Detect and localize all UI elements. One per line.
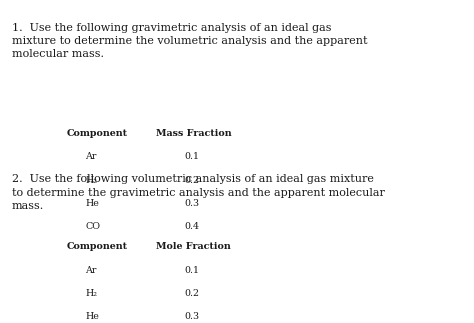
- Text: 0.2: 0.2: [185, 289, 200, 298]
- Text: 0.2: 0.2: [185, 176, 200, 185]
- Text: 2.  Use the following volumetric analysis of an ideal gas mixture
to determine t: 2. Use the following volumetric analysis…: [12, 174, 385, 211]
- Text: Component: Component: [66, 242, 128, 251]
- Text: 0.3: 0.3: [185, 312, 200, 321]
- Text: Ar: Ar: [85, 266, 97, 275]
- Text: Mass Fraction: Mass Fraction: [156, 129, 232, 138]
- Text: 0.3: 0.3: [185, 199, 200, 208]
- Text: Mole Fraction: Mole Fraction: [156, 242, 231, 251]
- Text: Component: Component: [66, 129, 128, 138]
- Text: H₂: H₂: [85, 289, 97, 298]
- Text: 0.1: 0.1: [185, 266, 200, 275]
- Text: H₂: H₂: [85, 176, 97, 185]
- Text: Ar: Ar: [85, 152, 97, 162]
- Text: CO: CO: [85, 222, 100, 231]
- Text: 0.4: 0.4: [185, 222, 200, 231]
- Text: 0.1: 0.1: [185, 152, 200, 162]
- Text: 1.  Use the following gravimetric analysis of an ideal gas
mixture to determine : 1. Use the following gravimetric analysi…: [12, 23, 367, 59]
- Text: He: He: [85, 312, 99, 321]
- Text: He: He: [85, 199, 99, 208]
